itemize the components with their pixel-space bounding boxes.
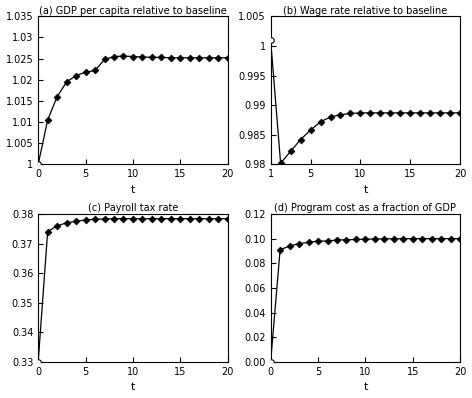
Title: (b) Wage rate relative to baseline: (b) Wage rate relative to baseline [283,6,447,16]
Title: (d) Program cost as a fraction of GDP: (d) Program cost as a fraction of GDP [274,203,456,213]
X-axis label: t: t [363,382,368,392]
X-axis label: t: t [131,382,135,392]
X-axis label: t: t [363,185,368,195]
X-axis label: t: t [131,185,135,195]
Title: (a) GDP per capita relative to baseline: (a) GDP per capita relative to baseline [39,6,227,16]
Title: (c) Payroll tax rate: (c) Payroll tax rate [88,203,178,213]
